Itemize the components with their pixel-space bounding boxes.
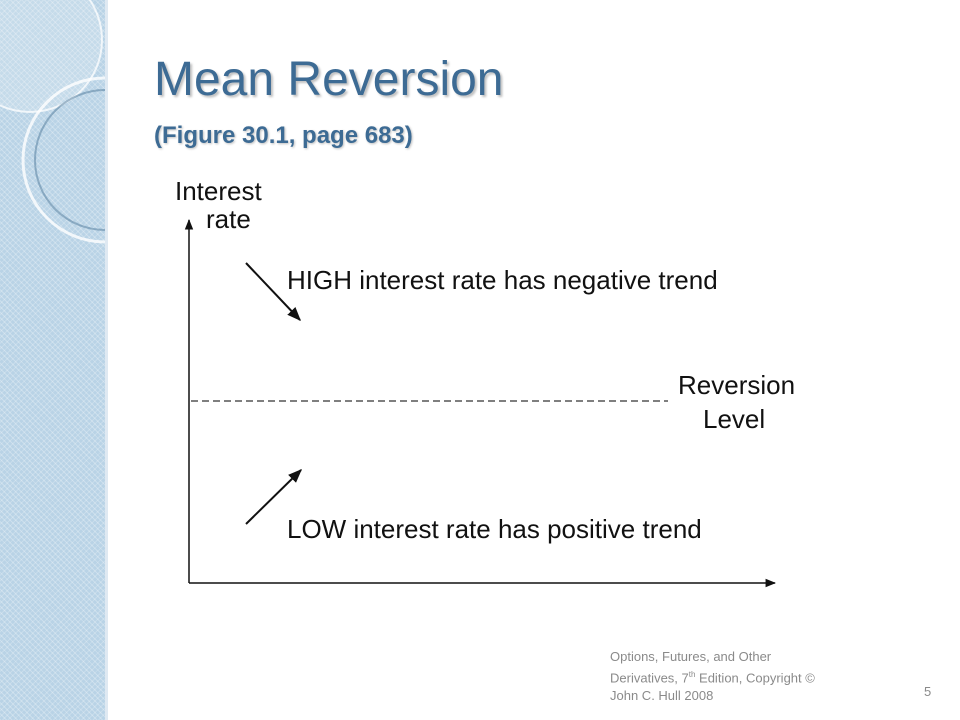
decorative-circles — [0, 0, 105, 244]
reversion-label-line1: Reversion — [678, 370, 796, 400]
negative-trend-arrow — [245, 262, 301, 322]
slide-subtitle: (Figure 30.1, page 683) — [154, 122, 413, 149]
side-band-edge — [105, 0, 108, 720]
decorative-side-band — [0, 0, 105, 720]
reversion-label-line2: Level — [703, 404, 766, 434]
page-number: 5 — [924, 684, 932, 699]
positive-trend-arrow — [245, 469, 302, 525]
footer-line-3: John C. Hull 2008 — [610, 688, 714, 704]
slide-title: Mean Reversion — [154, 53, 504, 106]
high-rate-label: HIGH interest rate has negative trend — [287, 265, 718, 295]
footer-citation: Options, Futures, and Other Derivatives,… — [610, 648, 880, 705]
y-axis-label-rate: rate — [206, 204, 251, 234]
footer-line-2: Derivatives, 7th Edition, Copyright © — [610, 666, 880, 687]
low-rate-label: LOW interest rate has positive trend — [287, 514, 702, 544]
footer-line-2b: Edition, Copyright © — [695, 670, 815, 686]
footer-line-2a: Derivatives, 7 — [610, 670, 689, 686]
y-axis-label-interest: Interest — [175, 176, 262, 206]
footer-line-2-sup: th — [688, 670, 696, 679]
footer-line-1: Options, Futures, and Other — [610, 649, 772, 664]
